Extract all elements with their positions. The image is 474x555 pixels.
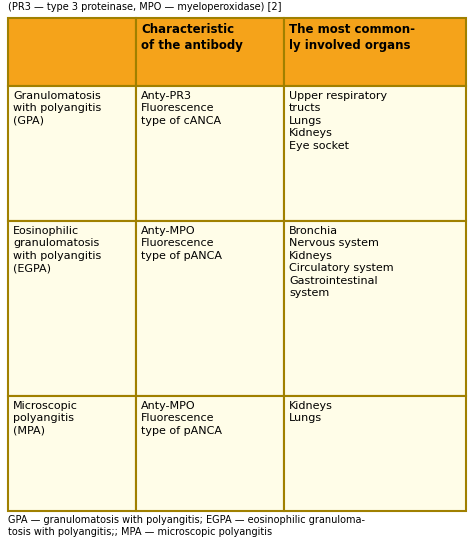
Text: Anty-MPO
Fluorescence
type of pANCA: Anty-MPO Fluorescence type of pANCA [141, 401, 222, 436]
Bar [284, 221, 466, 396]
Bar [8, 221, 136, 396]
Bar [8, 396, 136, 511]
Text: The most common-
ly involved organs: The most common- ly involved organs [289, 23, 415, 52]
Bar [136, 18, 284, 86]
Text: (PR3 — type 3 proteinase, MPO — myeloperoxidase) [2]: (PR3 — type 3 proteinase, MPO — myeloper… [8, 2, 282, 12]
Bar [284, 86, 466, 221]
Text: Anty-MPO
Fluorescence
type of pANCA: Anty-MPO Fluorescence type of pANCA [141, 226, 222, 261]
Bar [136, 396, 284, 511]
Bar [8, 18, 136, 86]
Bar [136, 86, 284, 221]
Text: Anty-PR3
Fluorescence
type of cANCA: Anty-PR3 Fluorescence type of cANCA [141, 91, 221, 126]
Text: GPA — granulomatosis with polyangitis; EGPA — eosinophilic granuloma-
tosis with: GPA — granulomatosis with polyangitis; E… [8, 515, 365, 537]
Text: Eosinophilic
granulomatosis
with polyangitis
(EGPA): Eosinophilic granulomatosis with polyang… [13, 226, 101, 273]
Text: Bronchia
Nervous system
Kidneys
Circulatory system
Gastrointestinal
system: Bronchia Nervous system Kidneys Circulat… [289, 226, 393, 298]
Text: Upper respiratory
tructs
Lungs
Kidneys
Eye socket: Upper respiratory tructs Lungs Kidneys E… [289, 91, 387, 150]
Bar [284, 396, 466, 511]
Text: Granulomatosis
with polyangitis
(GPA): Granulomatosis with polyangitis (GPA) [13, 91, 101, 126]
Bar [8, 86, 136, 221]
Bar [136, 221, 284, 396]
Bar [284, 18, 466, 86]
Text: Kidneys
Lungs: Kidneys Lungs [289, 401, 333, 423]
Text: Microscopic
polyangitis
(MPA): Microscopic polyangitis (MPA) [13, 401, 78, 436]
Text: Characteristic
of the antibody: Characteristic of the antibody [141, 23, 243, 52]
